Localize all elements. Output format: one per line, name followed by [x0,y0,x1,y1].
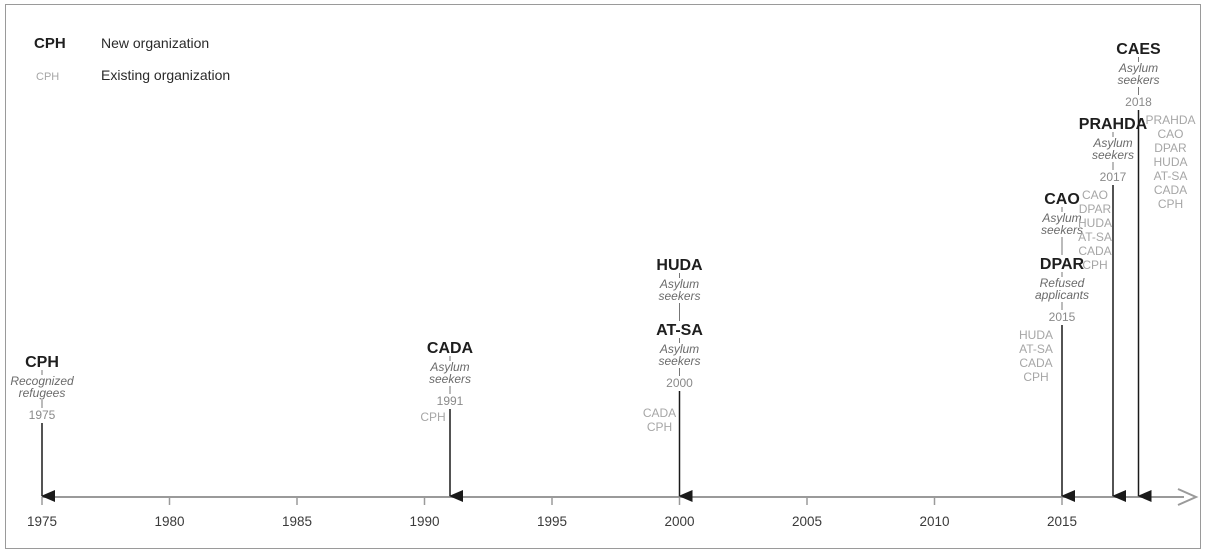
organization-description: Asylum [429,360,469,374]
organization-description: applicants [1035,288,1089,302]
organization-description: refugees [19,386,66,400]
organization-description: Asylum [659,342,699,356]
existing-organization: AT-SA [1019,342,1053,356]
existing-organization: PRAHDA [1145,113,1195,127]
organization-description: Asylum [1118,61,1158,75]
timeline-events: CPHRecognizedrefugees1975CADAAsylumseeke… [10,41,1196,502]
existing-organization: HUDA [1078,216,1112,230]
event-year-label: 1991 [437,394,464,408]
existing-organization: CAO [1082,188,1108,202]
existing-organization: CPH [1023,370,1048,384]
existing-organization: AT-SA [1078,230,1112,244]
axis-tick-label: 2005 [792,514,822,529]
axis-tick-label: 2000 [664,514,694,529]
existing-organization: CADA [1154,183,1187,197]
existing-organization: CPH [1082,258,1107,272]
event-year-label: 2015 [1049,310,1076,324]
event-year-label: 2000 [666,376,693,390]
legend-new-sample: CPH [34,35,66,52]
time-axis: 1975 1980 1985 1990 1995 2000 2005 2010 2015 [27,488,1199,529]
existing-organization: CAO [1157,127,1183,141]
event-year-label: 1975 [29,408,56,422]
organization-name: DPAR [1040,256,1085,273]
organization-description: Recognized [10,374,74,388]
event-year-label: 2018 [1125,95,1152,109]
axis-tick-label: 1985 [282,514,312,529]
event-2000: HUDAAsylumseekersAT-SAAsylumseekers2000C… [643,257,703,502]
organization-description: seekers [658,289,700,303]
legend: CPH New organization CPH Existing organi… [34,35,230,83]
organization-description: seekers [429,372,471,386]
existing-organization: HUDA [1019,328,1053,342]
existing-organization: DPAR [1154,141,1187,155]
existing-organization: CADA [643,406,676,420]
existing-organization: CADA [1078,244,1111,258]
legend-new-label: New organization [101,35,209,51]
organization-name: CAES [1116,41,1161,58]
organization-name: CADA [427,340,474,357]
existing-organization: DPAR [1079,202,1112,216]
organization-description: seekers [1092,148,1134,162]
organization-description: Asylum [659,277,699,291]
organization-description: Asylum [1092,136,1132,150]
organization-name: HUDA [656,257,703,274]
axis-tick-label: 1980 [154,514,184,529]
organization-name: PRAHDA [1079,116,1148,133]
organization-description: Asylum [1041,211,1081,225]
event-year-label: 2017 [1100,170,1127,184]
organization-name: CAO [1044,191,1080,208]
existing-organization: CPH [1158,197,1183,211]
organization-description: seekers [658,354,700,368]
existing-organization: CADA [1019,356,1052,370]
axis-arrowhead-icon [1177,488,1199,506]
organization-description: seekers [1117,73,1159,87]
organization-description: seekers [1041,223,1083,237]
existing-organization: AT-SA [1154,169,1188,183]
axis-tick-label: 2010 [919,514,949,529]
legend-existing-label: Existing organization [101,67,230,83]
axis-tick-label: 1995 [537,514,567,529]
timeline-frame [5,4,1201,549]
existing-organization: CPH [647,420,672,434]
organization-name: AT-SA [656,322,703,339]
axis-tick-label: 2015 [1047,514,1077,529]
axis-tick-label: 1990 [409,514,439,529]
organization-name: CPH [25,354,59,371]
existing-organization: CPH [420,410,445,424]
axis-tick-label: 1975 [27,514,57,529]
organization-description: Refused [1040,276,1085,290]
legend-existing-sample: CPH [36,71,59,83]
event-2017: PRAHDAAsylumseekers2017CAODPARHUDAAT-SAC… [1078,116,1148,502]
existing-organization: HUDA [1153,155,1187,169]
axis-ticks: 1975 1980 1985 1990 1995 2000 2005 2010 2015 [27,497,1077,529]
